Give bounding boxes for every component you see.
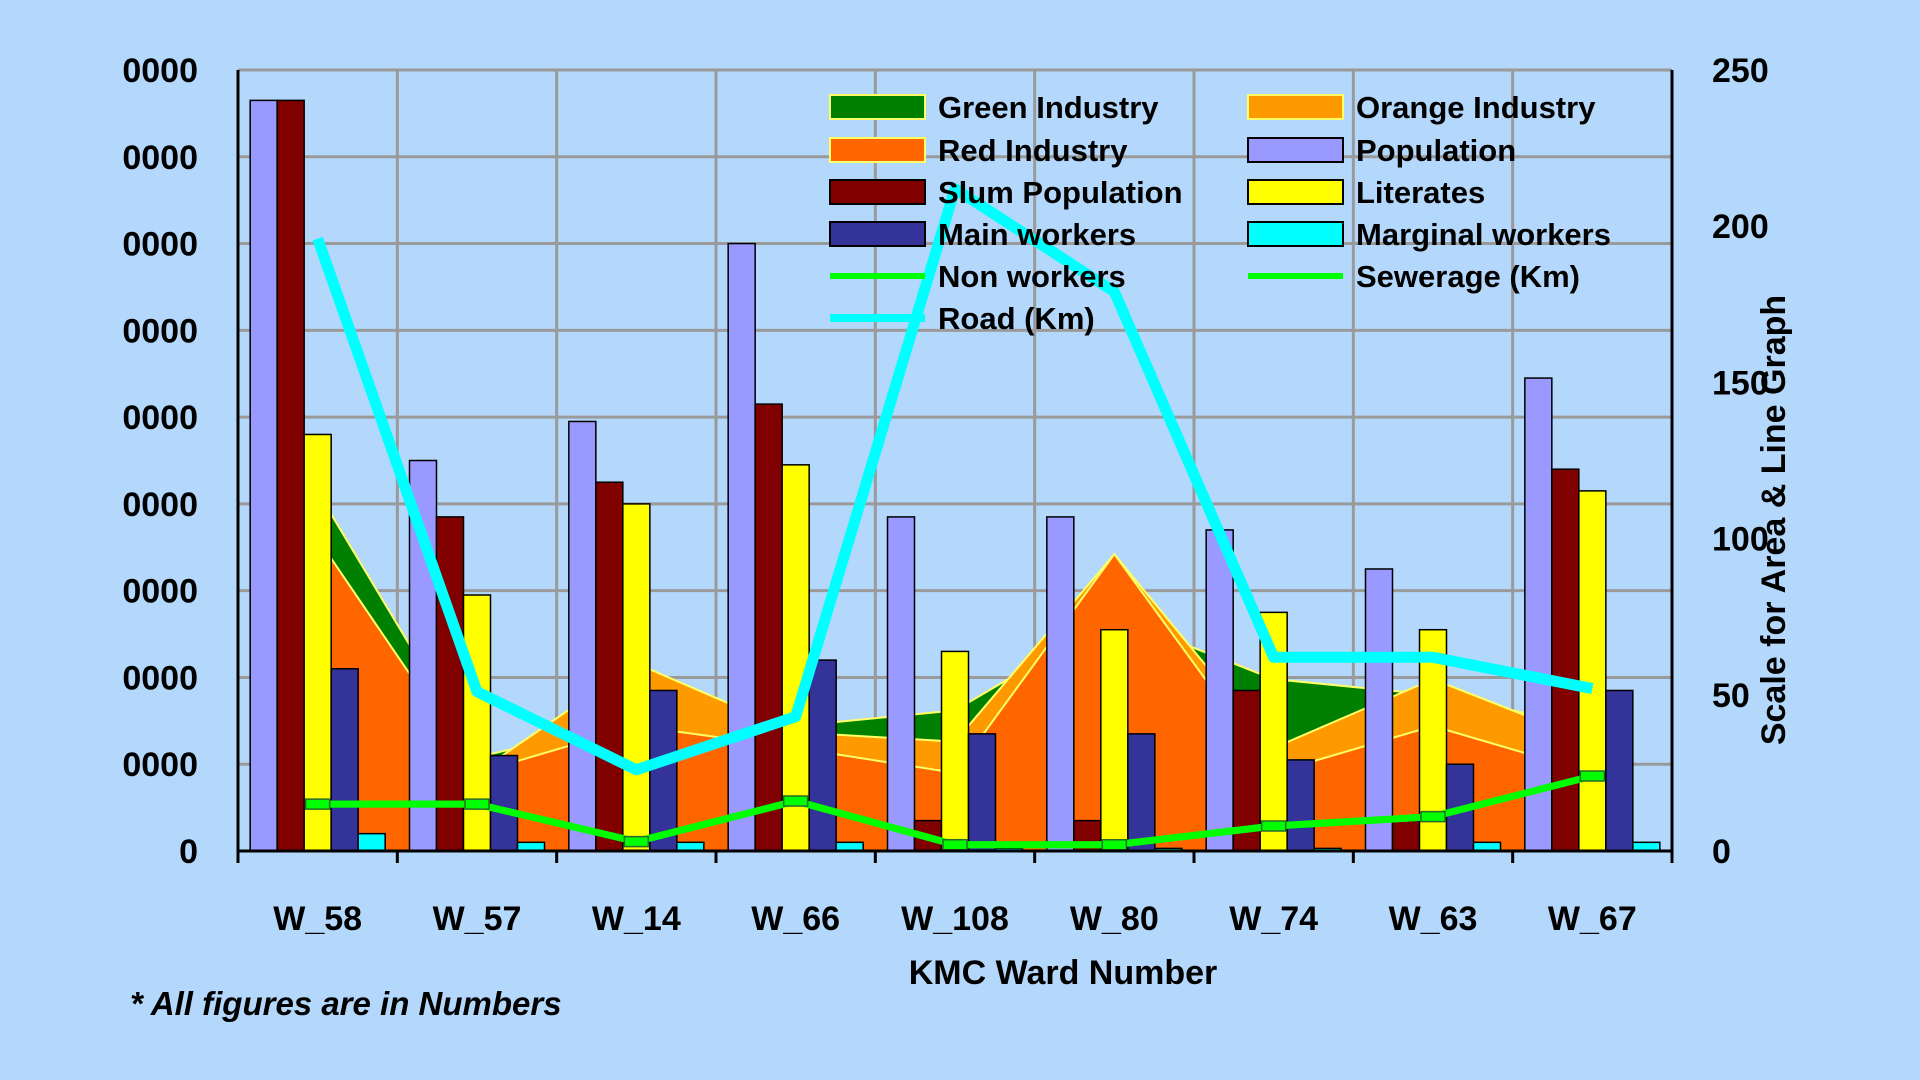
marker-sewerage bbox=[1579, 770, 1606, 782]
bar-slum-population bbox=[276, 99, 305, 852]
marker-sewerage bbox=[782, 795, 809, 807]
marker-sewerage bbox=[304, 798, 331, 810]
legend-label-marginal-workers: Marginal workers bbox=[1356, 217, 1611, 252]
bar-slum-population bbox=[1551, 468, 1580, 852]
bar-population bbox=[1046, 516, 1075, 852]
line-road-km- bbox=[312, 183, 1594, 776]
bar-slum-population bbox=[1391, 819, 1421, 852]
x-tick-label: W_80 bbox=[1070, 900, 1159, 938]
bar-main-workers bbox=[1286, 759, 1315, 852]
bar-main-workers bbox=[1127, 733, 1156, 852]
bar-main-workers bbox=[649, 689, 678, 852]
bar-main-workers bbox=[967, 733, 997, 852]
marker-sewerage bbox=[623, 835, 650, 848]
y-tick-label: 0000 bbox=[122, 659, 198, 697]
x-tick-label: W_67 bbox=[1548, 900, 1637, 938]
marker-sewerage bbox=[942, 839, 968, 851]
y-tick-label: 0000 bbox=[122, 399, 198, 437]
legend-swatch-slum-population bbox=[829, 179, 926, 205]
x-tick-label: W_58 bbox=[273, 900, 362, 938]
legend-label-main-workers: Main workers bbox=[938, 217, 1136, 252]
bar-population bbox=[886, 516, 916, 852]
legend-swatch-red-industry bbox=[829, 137, 926, 163]
y-tick-label: 0000 bbox=[122, 139, 198, 177]
bar-population bbox=[1205, 529, 1234, 852]
axes bbox=[236, 70, 1674, 863]
bar-slum-population bbox=[435, 516, 465, 852]
bar-main-workers bbox=[1605, 689, 1634, 852]
bar-literates bbox=[781, 464, 810, 852]
x-tick-label: W_74 bbox=[1229, 900, 1318, 938]
x-tick-label: W_14 bbox=[592, 900, 681, 938]
bar-literates bbox=[462, 594, 492, 852]
y-tick-label: 0 bbox=[179, 833, 198, 871]
x-axis-title: KMC Ward Number bbox=[909, 954, 1218, 992]
legend-swatch-population bbox=[1247, 137, 1344, 163]
bar-slum-population bbox=[1232, 689, 1261, 852]
legend: Green Industry Orange Industry Red Industr… bbox=[829, 90, 1611, 336]
bar-literates bbox=[622, 503, 651, 852]
legend-label-road-km: Road (Km) bbox=[938, 301, 1095, 336]
bar-population bbox=[568, 420, 597, 852]
bar-marginal-workers bbox=[357, 832, 386, 852]
y-tick-label: 0000 bbox=[122, 746, 198, 784]
legend-swatch-main-workers bbox=[829, 221, 926, 247]
bar-population bbox=[727, 242, 756, 852]
legend-label-slum-population: Slum Population bbox=[938, 175, 1183, 210]
marker-sewerage bbox=[1420, 810, 1446, 823]
x-tick-label: W_57 bbox=[433, 900, 522, 938]
legend-swatch-orange-industry bbox=[1247, 94, 1344, 120]
marker-sewerage bbox=[464, 798, 490, 810]
y2-axis-title: Scale for Area & Line Graph bbox=[1755, 295, 1793, 745]
y-tick-label: 0000 bbox=[122, 573, 198, 611]
bar-literates bbox=[940, 650, 970, 852]
legend-label-red-industry: Red Industry bbox=[938, 133, 1128, 168]
y-tick-label: 0000 bbox=[122, 226, 198, 264]
line-layer bbox=[304, 183, 1606, 851]
legend-swatch-literates bbox=[1247, 179, 1344, 205]
bar-population bbox=[1364, 568, 1394, 852]
y2-tick-label: 150 bbox=[1712, 364, 1769, 402]
bar-main-workers bbox=[808, 659, 837, 852]
legend-swatch-green-industry bbox=[829, 94, 926, 120]
y2-tick-label: 0 bbox=[1712, 833, 1731, 871]
bar-slum-population bbox=[595, 481, 624, 852]
y2-tick-label: 250 bbox=[1712, 52, 1769, 90]
bar-population bbox=[249, 99, 278, 852]
legend-label-sewerage-km: Sewerage (Km) bbox=[1356, 259, 1580, 294]
x-tick-label: W_108 bbox=[901, 900, 1009, 938]
legend-label-literates: Literates bbox=[1356, 175, 1485, 210]
x-tick-label: W_66 bbox=[751, 900, 840, 938]
tick-labels: 0000000000000000000000000000000000000050… bbox=[122, 52, 1768, 938]
y-tick-label: 0000 bbox=[122, 486, 198, 524]
legend-label-green-industry: Green Industry bbox=[938, 90, 1159, 125]
y2-tick-label: 200 bbox=[1712, 208, 1769, 246]
bar-main-workers bbox=[489, 754, 519, 852]
x-tick-label: W_63 bbox=[1389, 900, 1478, 938]
y2-tick-label: 50 bbox=[1712, 677, 1750, 715]
legend-label-non-workers: Non workers bbox=[938, 259, 1126, 294]
footnote: * All figures are in Numbers bbox=[130, 985, 562, 1022]
y-tick-label: 0000 bbox=[122, 52, 198, 90]
bar-main-workers bbox=[330, 668, 359, 852]
legend-swatch-marginal-workers bbox=[1247, 221, 1344, 247]
y-tick-label: 0000 bbox=[122, 312, 198, 350]
bar-literates bbox=[303, 433, 332, 852]
legend-label-population: Population bbox=[1356, 133, 1516, 168]
marker-sewerage bbox=[1260, 820, 1287, 832]
bar-population bbox=[1524, 377, 1553, 852]
bar-literates bbox=[1578, 490, 1607, 852]
legend-label-orange-industry: Orange Industry bbox=[1356, 90, 1596, 125]
bar-slum-population bbox=[754, 403, 783, 852]
bar-literates bbox=[1100, 628, 1129, 852]
marker-sewerage bbox=[1101, 839, 1128, 851]
y2-tick-label: 100 bbox=[1712, 521, 1769, 559]
